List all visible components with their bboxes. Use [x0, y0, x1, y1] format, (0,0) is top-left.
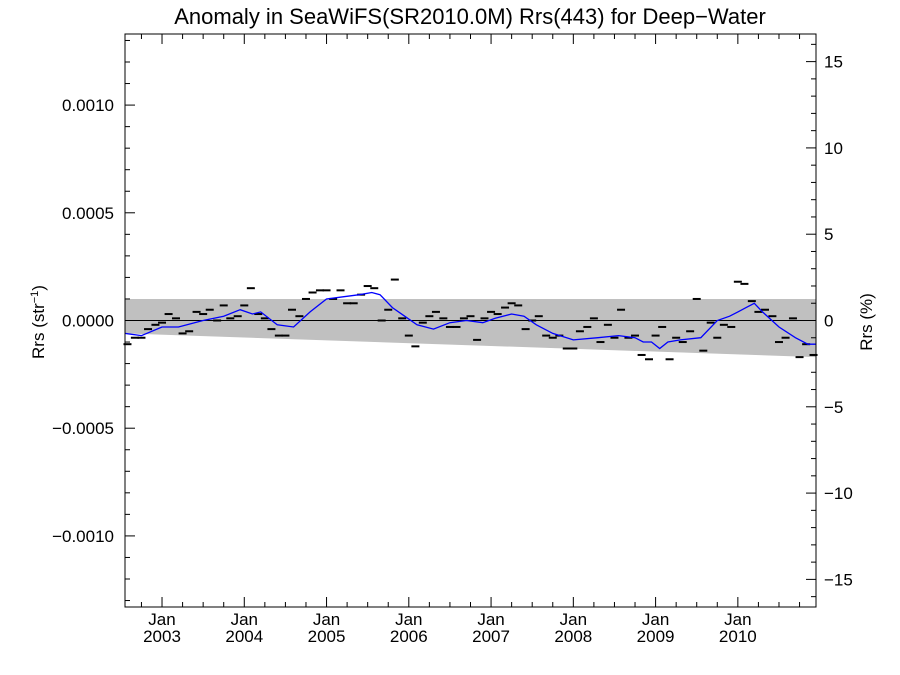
right-tick-label: 5 — [824, 225, 833, 244]
x-tick-year: 2004 — [225, 627, 263, 646]
y-axis-label-left-exponent: −1 — [29, 291, 41, 304]
right-tick-label: 0 — [824, 312, 833, 331]
x-tick-year: 2007 — [472, 627, 510, 646]
right-tick-label: −10 — [824, 484, 853, 503]
left-tick-label: 0.0010 — [62, 96, 114, 115]
left-tick-label: −0.0005 — [52, 419, 114, 438]
right-tick-label: 15 — [824, 53, 843, 72]
x-tick-year: 2005 — [308, 627, 346, 646]
x-tick-month: Jan — [560, 610, 587, 629]
x-tick-month: Jan — [313, 610, 340, 629]
uncertainty-band — [125, 298, 816, 358]
smoothed-anomaly-line — [124, 291, 816, 350]
x-tick-month: Jan — [642, 610, 669, 629]
x-tick-year: 2009 — [637, 627, 675, 646]
x-tick-year: 2008 — [554, 627, 592, 646]
x-tick-month: Jan — [148, 610, 175, 629]
y-axis-label-right: Rrs (%) — [857, 293, 876, 351]
x-tick-month: Jan — [395, 610, 422, 629]
right-tick-label: 10 — [824, 139, 843, 158]
right-tick-label: −5 — [824, 398, 843, 417]
y-axis-label-left: Rrs (str−1) — [29, 285, 48, 359]
y-axis-label-left-close: ) — [29, 285, 48, 291]
chart-title: Anomaly in SeaWiFS(SR2010.0M) Rrs(443) f… — [174, 4, 766, 29]
right-tick-label: −15 — [824, 570, 853, 589]
x-tick-year: 2010 — [719, 627, 757, 646]
plot-area: 0.0010 0.0005 0.0000 −0.0005 −0.0010 15 10 5 0 −5… — [52, 33, 853, 646]
left-tick-label: 0.0005 — [62, 204, 114, 223]
x-tick-month: Jan — [231, 610, 258, 629]
left-tick-label: −0.0010 — [52, 527, 114, 546]
x-tick-month: Jan — [724, 610, 751, 629]
x-tick-year: 2006 — [390, 627, 428, 646]
x-tick-month: Jan — [477, 610, 504, 629]
x-tick-year: 2003 — [143, 627, 181, 646]
y-axis-label-left-base: Rrs (str — [29, 303, 48, 359]
left-tick-label: 0.0000 — [62, 312, 114, 331]
